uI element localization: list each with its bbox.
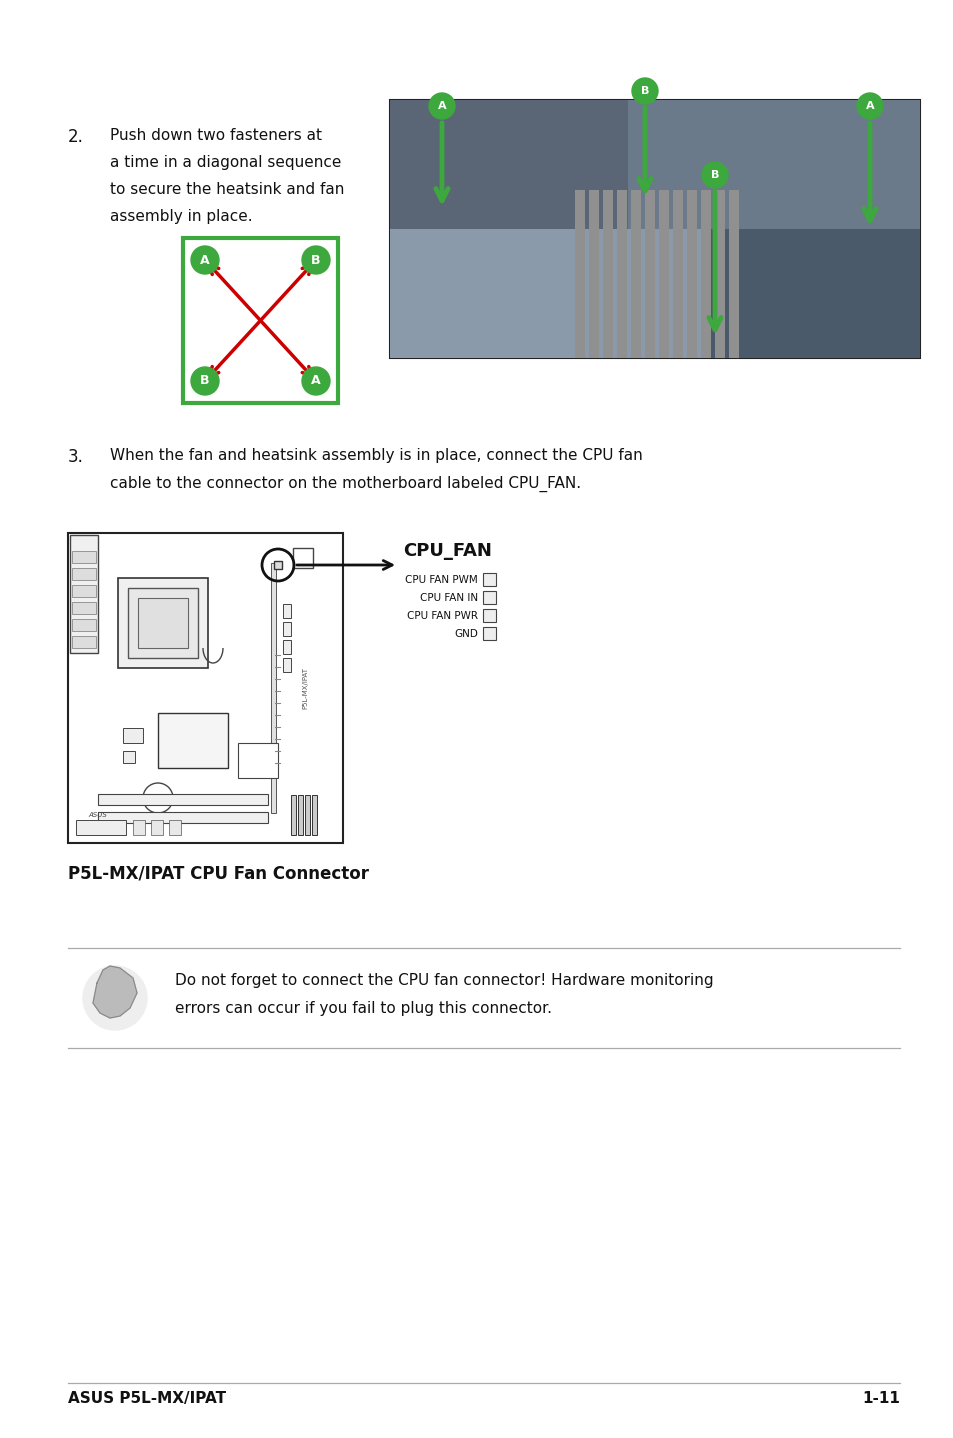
Bar: [645, 190, 655, 358]
Bar: [138, 598, 188, 649]
Circle shape: [83, 966, 147, 1030]
Text: A: A: [437, 101, 446, 111]
Bar: [390, 101, 628, 229]
Text: 1-11: 1-11: [862, 1391, 899, 1406]
Text: 2.: 2.: [68, 128, 84, 147]
Bar: [603, 190, 613, 358]
Bar: [715, 190, 724, 358]
Bar: [482, 591, 496, 604]
Text: errors can occur if you fail to plug this connector.: errors can occur if you fail to plug thi…: [174, 1001, 552, 1017]
Text: Push down two fasteners at: Push down two fasteners at: [110, 128, 322, 142]
Bar: [628, 101, 919, 255]
Text: cable to the connector on the motherboard labeled CPU_FAN.: cable to the connector on the motherboar…: [110, 476, 580, 492]
Text: GND: GND: [454, 628, 477, 638]
Bar: [128, 588, 198, 659]
Bar: [283, 640, 291, 654]
Text: CPU FAN IN: CPU FAN IN: [419, 592, 477, 603]
Circle shape: [191, 246, 219, 275]
Text: Do not forget to connect the CPU fan connector! Hardware monitoring: Do not forget to connect the CPU fan con…: [174, 974, 713, 988]
Bar: [70, 535, 98, 653]
Bar: [71, 551, 96, 564]
Bar: [98, 812, 268, 823]
Bar: [76, 820, 126, 835]
Bar: [700, 190, 711, 358]
Bar: [293, 548, 313, 568]
Text: A: A: [311, 374, 320, 387]
Text: to secure the heatsink and fan: to secure the heatsink and fan: [110, 183, 344, 197]
Bar: [283, 623, 291, 636]
Polygon shape: [92, 966, 137, 1018]
Bar: [158, 713, 228, 768]
Bar: [707, 229, 919, 358]
Bar: [312, 795, 316, 835]
Bar: [589, 190, 598, 358]
Bar: [283, 604, 291, 618]
Bar: [297, 795, 303, 835]
Circle shape: [302, 246, 330, 275]
Bar: [482, 610, 496, 623]
Bar: [71, 585, 96, 597]
Text: 3.: 3.: [68, 449, 84, 466]
Text: a time in a diagonal sequence: a time in a diagonal sequence: [110, 155, 341, 170]
Text: B: B: [311, 253, 320, 266]
Bar: [132, 820, 145, 835]
Bar: [617, 190, 627, 358]
Bar: [659, 190, 669, 358]
Bar: [123, 728, 143, 743]
Bar: [123, 751, 135, 764]
Bar: [271, 564, 275, 812]
Text: P5L-MX/IPAT: P5L-MX/IPAT: [302, 667, 308, 709]
Text: assembly in place.: assembly in place.: [110, 209, 253, 224]
Bar: [482, 572, 496, 587]
Circle shape: [856, 93, 882, 119]
Text: CPU FAN PWR: CPU FAN PWR: [407, 611, 477, 621]
Bar: [305, 795, 310, 835]
Bar: [71, 636, 96, 649]
Bar: [169, 820, 181, 835]
Circle shape: [631, 78, 658, 104]
Bar: [687, 190, 697, 358]
Text: A: A: [200, 253, 210, 266]
Bar: [183, 239, 337, 403]
Bar: [98, 794, 268, 805]
Circle shape: [191, 367, 219, 395]
Bar: [729, 190, 739, 358]
Bar: [151, 820, 163, 835]
Circle shape: [429, 93, 455, 119]
Bar: [71, 568, 96, 580]
Bar: [283, 659, 291, 672]
Bar: [575, 190, 585, 358]
Bar: [71, 603, 96, 614]
Bar: [274, 561, 282, 569]
Bar: [291, 795, 295, 835]
Text: A: A: [864, 101, 873, 111]
Circle shape: [701, 162, 727, 188]
Text: B: B: [710, 170, 719, 180]
Text: ASUS P5L-MX/IPAT: ASUS P5L-MX/IPAT: [68, 1391, 226, 1406]
Bar: [390, 229, 707, 358]
Bar: [390, 101, 919, 358]
Bar: [482, 627, 496, 640]
Text: B: B: [640, 86, 648, 96]
Text: B: B: [200, 374, 210, 387]
Circle shape: [302, 367, 330, 395]
Bar: [68, 533, 343, 843]
Bar: [631, 190, 640, 358]
Bar: [673, 190, 682, 358]
Text: CPU FAN PWM: CPU FAN PWM: [405, 575, 477, 585]
Text: P5L-MX/IPAT CPU Fan Connector: P5L-MX/IPAT CPU Fan Connector: [68, 866, 369, 883]
Bar: [237, 743, 277, 778]
Text: ASUS: ASUS: [88, 812, 107, 818]
Bar: [118, 578, 208, 669]
Text: CPU_FAN: CPU_FAN: [402, 542, 492, 559]
Text: When the fan and heatsink assembly is in place, connect the CPU fan: When the fan and heatsink assembly is in…: [110, 449, 642, 463]
Bar: [71, 618, 96, 631]
